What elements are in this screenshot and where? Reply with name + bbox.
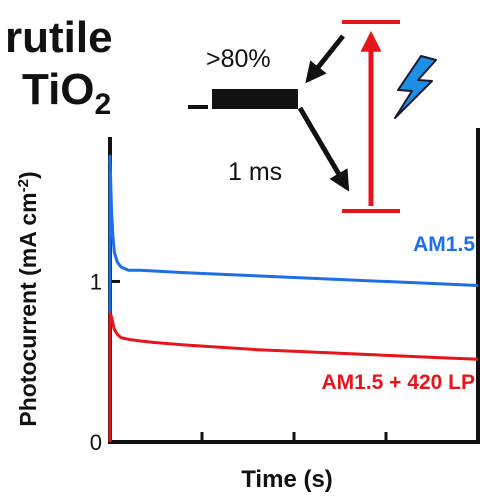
- series-line-am15: [108, 154, 479, 442]
- material-name-line2: TiO2: [22, 65, 111, 121]
- x-axis-label: Time (s): [241, 466, 333, 493]
- chart-frame: [108, 128, 480, 444]
- y-tick-label: 0: [90, 430, 102, 455]
- recombination-arrow: [297, 106, 350, 192]
- axes-frame: [108, 128, 480, 444]
- series-label-am15: AM1.5: [413, 233, 475, 256]
- y-tick-label: 1: [90, 269, 102, 294]
- trap-state-level: [212, 89, 298, 109]
- recombination-time-label: 1 ms: [228, 158, 282, 186]
- y-ticks: 01: [90, 269, 120, 455]
- trapping-arrow: [305, 34, 345, 84]
- y-axis-label: Photocurrent (mA cm-2): [15, 171, 41, 426]
- series-line-am15-420lp: [108, 312, 479, 442]
- series-label-am15-420lp: AM1.5 + 420 LP: [322, 371, 476, 394]
- lightning-bolt-icon: [394, 55, 437, 119]
- trapping-yield-label: >80%: [206, 45, 271, 73]
- material-name-line1: rutile: [5, 13, 113, 62]
- series-group: [108, 154, 479, 442]
